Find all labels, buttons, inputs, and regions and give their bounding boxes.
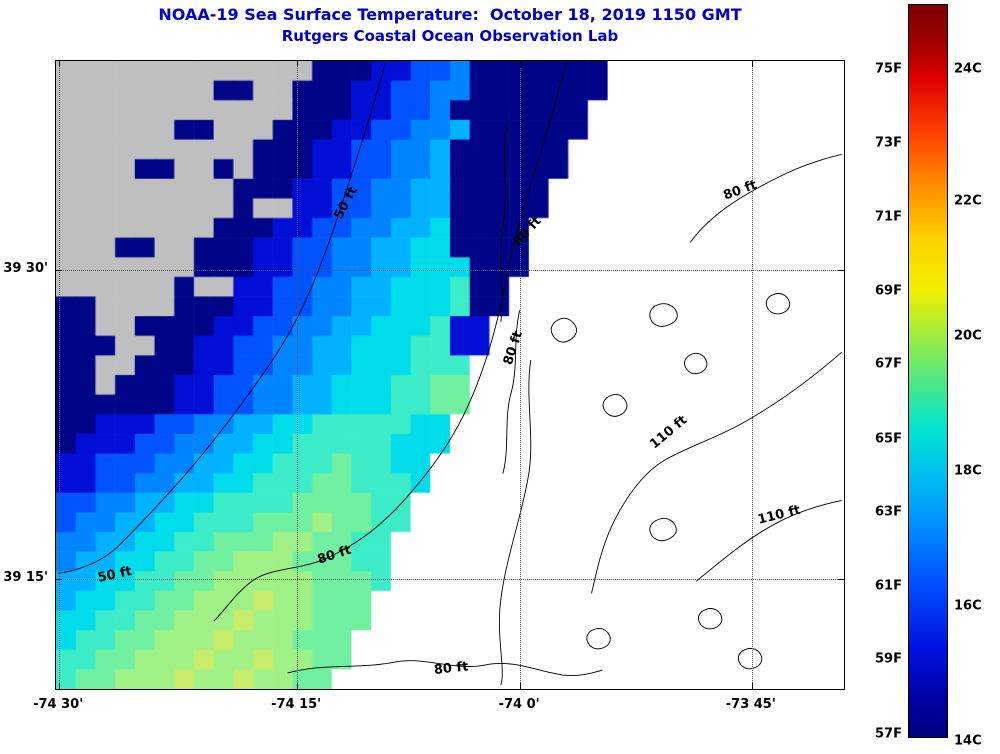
sst-raster (56, 61, 844, 689)
y-tickmark (838, 579, 844, 581)
colorbar-label-celsius: 24C (954, 61, 982, 77)
figure-header: NOAA-19 Sea Surface Temperature: October… (55, 5, 845, 45)
colorbar-label-celsius: 18C (954, 463, 982, 479)
colorbar-label-celsius: 14C (954, 733, 982, 749)
y-tickmark (838, 270, 844, 272)
y-gridline (56, 579, 844, 581)
x-axis-tick-label: -74 15' (271, 697, 322, 712)
colorbar-label-fahrenheit: 67F (875, 356, 902, 372)
x-tickmark (520, 61, 522, 67)
colorbar-label-celsius: 20C (954, 328, 982, 344)
colorbar-label-fahrenheit: 57F (875, 726, 902, 742)
colorbar-label-fahrenheit: 69F (875, 283, 902, 299)
colorbar-label-celsius: 22C (954, 193, 982, 209)
colorbar-label-fahrenheit: 73F (875, 135, 902, 151)
x-gridline (59, 61, 61, 689)
x-gridline (520, 61, 522, 689)
x-axis-tick-label: -74 0' (498, 697, 540, 712)
x-tickmark (751, 683, 753, 689)
x-gridline (751, 61, 753, 689)
x-axis-tick-label: -74 30' (33, 697, 84, 712)
x-tickmark (297, 683, 299, 689)
x-axis-tick-label: -73 45' (725, 697, 776, 712)
colorbar-label-fahrenheit: 71F (875, 209, 902, 225)
y-axis-tick-label: 39 30' (3, 261, 48, 277)
x-tickmark (59, 683, 61, 689)
x-tickmark (59, 61, 61, 67)
x-tickmark (751, 61, 753, 67)
temperature-colorbar (908, 4, 948, 738)
map-plot-area: 50 ft 80 ft 80 ft 80 ft 110 ft 110 ft 50 ft 80 … (55, 60, 845, 690)
figure-subtitle: Rutgers Coastal Ocean Observation Lab (281, 27, 619, 45)
y-tickmark (56, 579, 62, 581)
x-tickmark (297, 61, 299, 67)
y-tickmark (56, 270, 62, 272)
x-gridline (297, 61, 299, 689)
y-gridline (56, 270, 844, 272)
y-axis-tick-label: 39 15' (3, 570, 48, 586)
colorbar-label-fahrenheit: 65F (875, 431, 902, 447)
colorbar-label-fahrenheit: 59F (875, 651, 902, 667)
figure-title: NOAA-19 Sea Surface Temperature: October… (158, 5, 742, 24)
colorbar-label-fahrenheit: 63F (875, 504, 902, 520)
colorbar-label-fahrenheit: 61F (875, 578, 902, 594)
x-tickmark (520, 683, 522, 689)
colorbar-label-fahrenheit: 75F (875, 61, 902, 77)
colorbar-label-celsius: 16C (954, 598, 982, 614)
